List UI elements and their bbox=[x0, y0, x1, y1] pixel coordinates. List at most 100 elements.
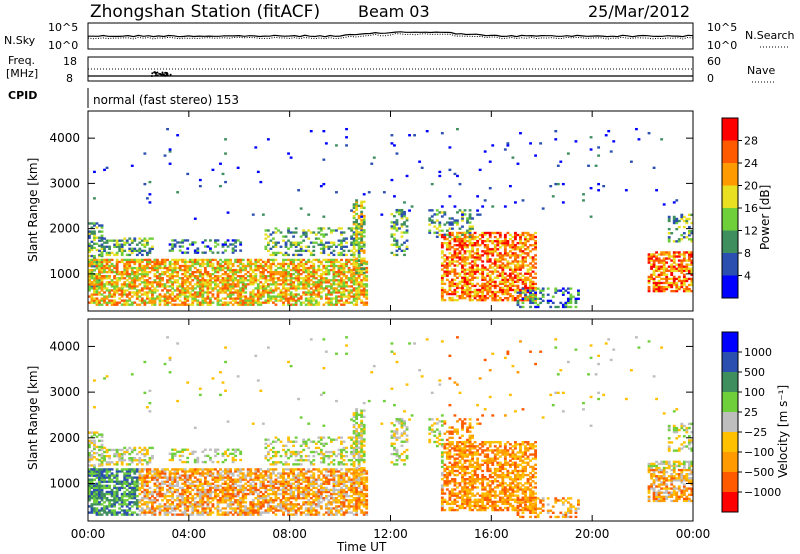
power-cell bbox=[405, 217, 409, 220]
power-cell bbox=[445, 292, 449, 296]
power-cell bbox=[521, 256, 525, 259]
power-cell bbox=[90, 244, 94, 248]
power-cell bbox=[226, 266, 230, 270]
power-cell bbox=[163, 264, 167, 268]
power-cell bbox=[473, 252, 477, 255]
power-cell bbox=[317, 291, 321, 294]
power-cell bbox=[120, 287, 124, 290]
power-cell bbox=[430, 221, 434, 224]
velocity-cell bbox=[95, 472, 99, 475]
velocity-cell bbox=[201, 511, 205, 514]
velocity-cell bbox=[231, 507, 235, 510]
power-cell bbox=[428, 219, 432, 222]
power-cell bbox=[350, 243, 353, 246]
velocity-cell bbox=[100, 445, 104, 449]
power-cell bbox=[456, 219, 459, 222]
power-cell bbox=[198, 264, 202, 268]
power-cell bbox=[498, 282, 502, 286]
velocity-cell bbox=[93, 499, 96, 502]
power-cell bbox=[123, 272, 127, 276]
power-cell bbox=[418, 160, 422, 163]
power-cell bbox=[574, 301, 578, 305]
power-cell bbox=[98, 236, 101, 239]
power-cell bbox=[171, 258, 175, 262]
power-cell bbox=[95, 285, 99, 288]
velocity-cell bbox=[88, 458, 91, 461]
power-cell bbox=[108, 270, 111, 274]
power-cell bbox=[309, 283, 313, 286]
velocity-cell bbox=[93, 511, 96, 514]
velocity-cell bbox=[123, 476, 127, 479]
power-cell bbox=[312, 283, 316, 286]
power-cell bbox=[282, 275, 285, 278]
velocity-cell bbox=[176, 494, 180, 498]
power-cell bbox=[319, 239, 323, 242]
power-cell bbox=[209, 275, 212, 278]
power-cell bbox=[153, 287, 157, 290]
power-cell bbox=[125, 239, 129, 242]
velocity-cell bbox=[181, 478, 185, 481]
power-cell bbox=[314, 270, 318, 274]
power-cell bbox=[282, 264, 285, 268]
velocity-cell bbox=[156, 468, 159, 471]
power-cell bbox=[352, 222, 356, 226]
power-cell bbox=[133, 249, 137, 253]
power-cell bbox=[193, 277, 197, 280]
power-cell bbox=[685, 269, 689, 272]
velocity-cell bbox=[103, 507, 106, 510]
power-cell bbox=[284, 291, 288, 294]
power-cell bbox=[408, 134, 411, 137]
power-cell bbox=[491, 266, 495, 269]
power-cell bbox=[360, 225, 364, 228]
velocity-cell bbox=[171, 490, 175, 494]
power-cell bbox=[473, 270, 477, 273]
power-cell bbox=[158, 266, 162, 270]
power-cell bbox=[327, 297, 331, 300]
power-cell bbox=[209, 287, 212, 290]
power-cell bbox=[133, 270, 137, 274]
power-cell bbox=[345, 275, 348, 278]
power-cell bbox=[471, 225, 474, 228]
velocity-cell bbox=[100, 492, 104, 496]
power-cell bbox=[161, 258, 164, 262]
power-cell bbox=[269, 297, 273, 300]
power-cell bbox=[302, 270, 306, 274]
power-cell bbox=[151, 301, 154, 304]
power-cell bbox=[506, 290, 510, 294]
power-cell bbox=[327, 270, 331, 274]
power-cell bbox=[309, 264, 313, 268]
power-cell bbox=[309, 260, 313, 264]
power-cell bbox=[135, 279, 139, 282]
velocity-cell bbox=[216, 476, 220, 479]
power-cell bbox=[652, 273, 656, 277]
velocity-cell bbox=[118, 470, 122, 473]
power-cell bbox=[672, 267, 676, 270]
power-cell bbox=[312, 249, 316, 253]
velocity-cell bbox=[135, 503, 139, 506]
power-cell bbox=[239, 299, 243, 302]
power-cell bbox=[352, 295, 356, 298]
noise-search-trace bbox=[87, 33, 694, 40]
power-cell bbox=[521, 297, 525, 300]
velocity-cell bbox=[90, 503, 94, 506]
power-cell bbox=[340, 272, 343, 276]
power-cell bbox=[529, 284, 532, 288]
velocity-cell bbox=[193, 476, 197, 479]
power-cell bbox=[113, 253, 117, 257]
power-cell bbox=[168, 281, 172, 284]
power-cell bbox=[201, 258, 205, 262]
power-cell bbox=[173, 243, 177, 246]
power-cell bbox=[352, 260, 356, 264]
velocity-cell bbox=[209, 470, 212, 473]
power-cell bbox=[534, 291, 538, 294]
power-cell bbox=[453, 205, 457, 208]
power-cell bbox=[173, 281, 177, 284]
velocity-cell bbox=[153, 482, 157, 485]
velocity-cell bbox=[231, 509, 235, 512]
velocity-cell bbox=[95, 499, 99, 502]
power-cell bbox=[335, 245, 338, 248]
velocity-cell bbox=[183, 497, 187, 500]
power-cell bbox=[319, 285, 323, 288]
velocity-cell bbox=[108, 470, 111, 473]
power-cell bbox=[196, 285, 200, 288]
